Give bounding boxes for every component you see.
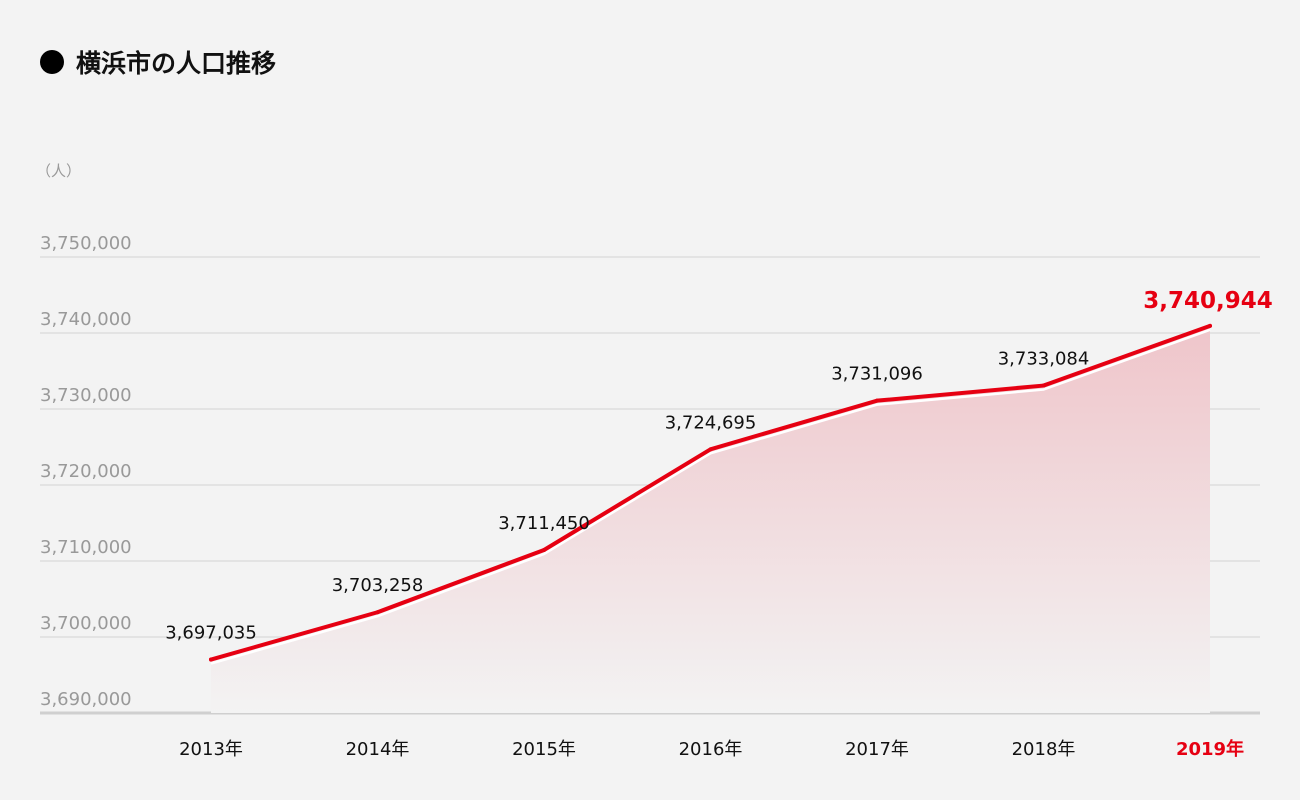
chart-title-text: 横浜市の人口推移 xyxy=(76,49,277,78)
data-point xyxy=(375,610,380,615)
y-tick-label: 3,730,000 xyxy=(40,385,132,406)
y-tick-label: 3,690,000 xyxy=(40,689,132,710)
chart-title: 横浜市の人口推移 xyxy=(40,44,276,80)
y-tick-label: 3,740,000 xyxy=(40,309,132,330)
data-point xyxy=(542,547,546,552)
x-tick-label: 2015年 xyxy=(512,739,576,760)
data-label: 3,740,944 xyxy=(1143,288,1273,314)
data-label: 3,724,695 xyxy=(665,412,757,433)
y-tick-label: 3,720,000 xyxy=(40,461,132,482)
data-label: 3,733,084 xyxy=(998,349,1090,370)
y-tick-label: 3,710,000 xyxy=(40,537,132,558)
y-tick-label: 3,700,000 xyxy=(40,613,132,634)
x-tick-label: 2016年 xyxy=(679,739,743,760)
data-point xyxy=(1041,383,1046,388)
area-fill xyxy=(211,325,1210,713)
line-highlight xyxy=(210,328,1211,665)
y-axis-unit: （人） xyxy=(36,162,81,180)
x-tick-label: 2014年 xyxy=(346,739,410,760)
data-point xyxy=(875,398,879,403)
x-tick-label: 2019年 xyxy=(1176,738,1244,760)
x-tick-label: 2013年 xyxy=(179,739,243,760)
data-label: 3,703,258 xyxy=(332,575,424,596)
y-tick-label: 3,750,000 xyxy=(40,233,132,254)
data-point xyxy=(1208,323,1212,328)
data-label: 3,731,096 xyxy=(831,364,923,385)
data-label: 3,711,450 xyxy=(498,513,590,534)
data-point xyxy=(708,447,713,452)
data-point xyxy=(209,657,213,662)
x-tick-label: 2017年 xyxy=(845,739,909,760)
bullet-icon xyxy=(40,50,64,74)
x-tick-label: 2018年 xyxy=(1012,739,1076,760)
data-label: 3,697,035 xyxy=(165,623,257,644)
